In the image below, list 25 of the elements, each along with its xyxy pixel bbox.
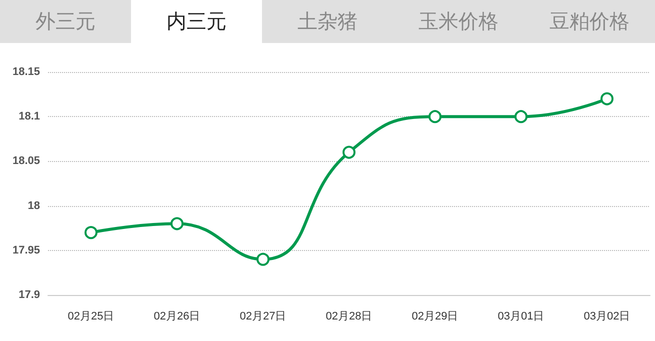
x-tick-label: 02月26日 (154, 310, 200, 322)
point (170, 217, 184, 230)
point (514, 110, 528, 124)
point (600, 92, 614, 106)
x-tick-label: 02月25日 (68, 310, 114, 322)
y-tick-label: 18.15 (12, 66, 40, 78)
text: 外三元 (0, 0, 131, 43)
text: 土杂猪 (262, 0, 393, 43)
y-tick-label: 17.9 (18, 289, 40, 301)
y-tick-label: 18.05 (12, 155, 40, 168)
point (256, 252, 270, 266)
point (428, 110, 442, 124)
text: 豆粕价格 (524, 0, 655, 43)
y-tick-label: 18.1 (18, 110, 40, 123)
text: 玉米价格 (393, 0, 524, 43)
x-tick-label: 03月01日 (498, 310, 544, 322)
point (342, 146, 356, 159)
x-tick-label: 03月02日 (584, 310, 630, 322)
x-tick-label: 02月29日 (412, 310, 458, 322)
point (84, 226, 98, 240)
x-tick-label: 02月28日 (326, 310, 372, 322)
y-tick-label: 17.95 (12, 244, 40, 256)
x-tick-label: 02月27日 (240, 310, 286, 322)
y-tick-label: 18 (28, 200, 40, 212)
text: 内三元 (131, 0, 262, 43)
